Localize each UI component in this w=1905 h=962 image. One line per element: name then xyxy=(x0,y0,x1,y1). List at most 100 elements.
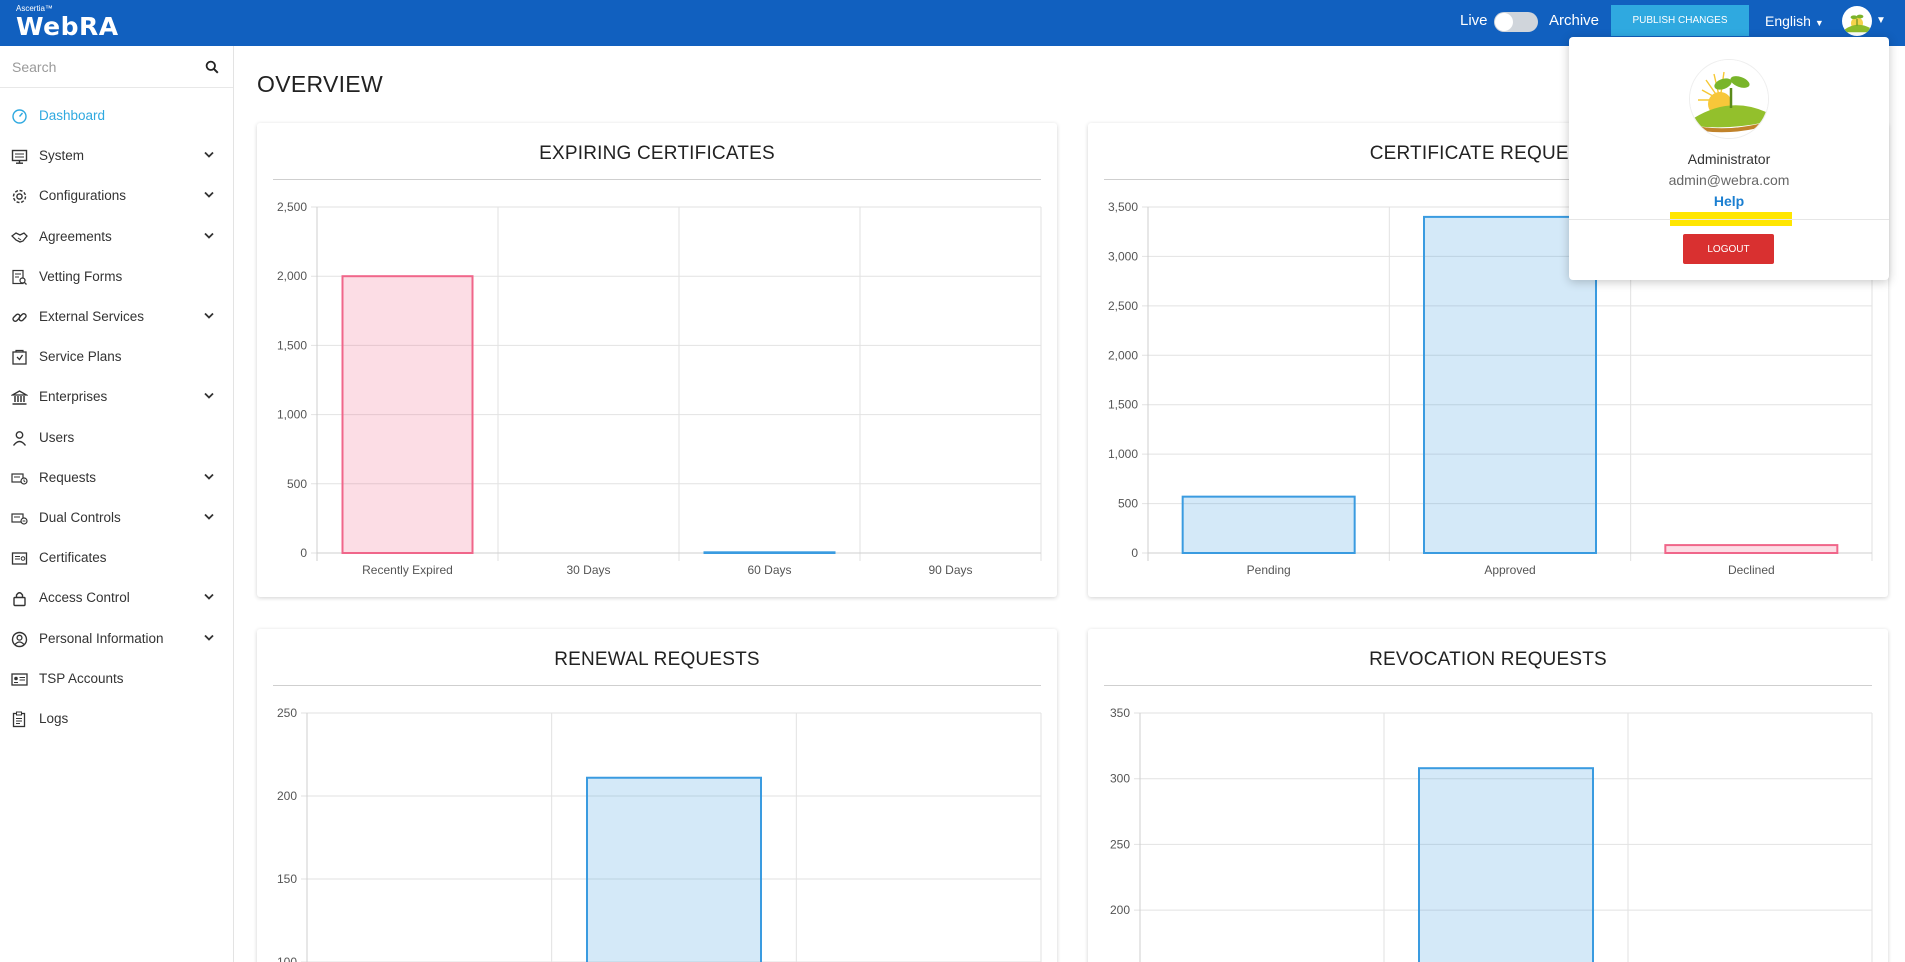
x-category-label: Approved xyxy=(1484,563,1535,577)
sidebar-item-label: Agreements xyxy=(39,228,112,244)
profile-avatar xyxy=(1689,59,1769,139)
revocation-requests-card: REVOCATION REQUESTS 150200250300350 xyxy=(1088,629,1888,962)
y-tick-label: 3,500 xyxy=(1108,200,1138,214)
bar-chart: 150200250300350 xyxy=(1110,706,1873,962)
sidebar-item-certificates[interactable]: Certificates xyxy=(0,540,233,576)
y-tick-label: 1,500 xyxy=(1108,398,1138,412)
y-tick-label: 0 xyxy=(1131,546,1138,560)
bar-approved[interactable] xyxy=(1423,215,1597,554)
sidebar-item-enterprises[interactable]: Enterprises xyxy=(0,379,233,415)
sidebar-item-label: TSP Accounts xyxy=(39,670,124,686)
chevron-down-icon[interactable] xyxy=(204,392,214,400)
sidebar-item-requests[interactable]: Requests xyxy=(0,460,233,496)
chevron-down-icon[interactable] xyxy=(204,513,214,521)
y-tick-label: 250 xyxy=(277,706,297,720)
renewal-requests-card: RENEWAL REQUESTS 100 150 200 250 xyxy=(257,629,1057,962)
profile-email: admin@webra.com xyxy=(1668,172,1790,188)
monitor-icon xyxy=(11,149,28,165)
live-archive-toggle[interactable] xyxy=(1494,12,1538,32)
bar-chart: 0 500 1,000 1,500 2,000 2,500 3,000 3,500 Pendin… xyxy=(1108,200,1873,577)
chevron-down-icon[interactable] xyxy=(204,473,214,481)
header-avatar[interactable] xyxy=(1842,6,1872,36)
sidebar-item-personal-information[interactable]: Personal Information xyxy=(0,621,233,657)
archive-mode-label: Archive xyxy=(1549,12,1600,29)
sidebar-item-service-plans[interactable]: Service Plans xyxy=(0,339,233,375)
bar-recently-expired[interactable] xyxy=(341,275,474,554)
user-icon xyxy=(12,430,27,446)
y-tick-label: 100 xyxy=(277,955,297,962)
language-selector[interactable]: English ▼ xyxy=(1765,13,1824,29)
log-clipboard-icon xyxy=(12,711,26,728)
y-tick-label: 200 xyxy=(1110,903,1130,917)
y-tick-label: 200 xyxy=(277,789,297,803)
sidebar-item-dashboard[interactable]: Dashboard xyxy=(0,98,233,134)
sidebar-search xyxy=(0,46,233,88)
lock-icon xyxy=(13,592,26,607)
bar-declined[interactable] xyxy=(1664,544,1839,555)
logo-vendor-text: Ascertia™ xyxy=(16,4,53,13)
sidebar-item-label: Certificates xyxy=(39,550,107,566)
sidebar-item-configurations[interactable]: Configurations xyxy=(0,178,233,214)
bar-item-1[interactable] xyxy=(1418,767,1594,962)
sidebar-item-label: Enterprises xyxy=(39,389,108,405)
bar-60-days[interactable] xyxy=(703,551,836,555)
page-title: OVERVIEW xyxy=(257,71,383,97)
y-tick-label: 350 xyxy=(1110,706,1130,720)
avatar-caret-icon[interactable]: ▼ xyxy=(1876,15,1886,26)
chevron-down-icon[interactable] xyxy=(204,312,214,320)
search-input[interactable] xyxy=(12,56,202,78)
y-tick-label: 2,000 xyxy=(277,269,307,283)
sidebar-item-tsp-accounts[interactable]: TSP Accounts xyxy=(0,661,233,697)
profile-divider xyxy=(1569,219,1889,220)
user-circle-icon xyxy=(11,631,28,647)
search-icon[interactable] xyxy=(205,60,219,74)
sidebar-item-access-control[interactable]: Access Control xyxy=(0,580,233,616)
y-tick-label: 500 xyxy=(1118,497,1138,511)
sidebar-item-label: Personal Information xyxy=(39,630,164,646)
help-link[interactable]: Help xyxy=(1713,193,1745,209)
bar-item-1[interactable] xyxy=(586,776,762,962)
certificate-card-icon xyxy=(11,552,28,565)
logout-button[interactable]: LOGOUT xyxy=(1683,234,1774,264)
x-category-label: 60 Days xyxy=(747,563,791,577)
chart-title: RENEWAL REQUESTS xyxy=(554,649,760,670)
sidebar-item-system[interactable]: System xyxy=(0,138,233,174)
y-tick-label: 1,000 xyxy=(1108,447,1138,461)
dual-control-icon xyxy=(11,513,28,525)
x-category-label: Pending xyxy=(1247,563,1291,577)
y-tick-label: 0 xyxy=(300,546,307,560)
live-mode-label: Live xyxy=(1460,12,1488,29)
chevron-down-icon[interactable] xyxy=(204,634,214,642)
chevron-down-icon[interactable] xyxy=(204,151,214,159)
x-category-label: Recently Expired xyxy=(362,563,453,577)
profile-name: Administrator xyxy=(1687,151,1771,167)
y-tick-label: 2,500 xyxy=(1108,299,1138,313)
logo-brand-text: WebRA xyxy=(16,12,119,41)
chart-title: REVOCATION REQUESTS xyxy=(1369,649,1607,670)
publish-changes-button[interactable]: PUBLISH CHANGES xyxy=(1611,5,1749,36)
caret-down-icon: ▼ xyxy=(1814,18,1824,28)
sidebar-item-label: System xyxy=(39,148,85,164)
sidebar-item-dual-controls[interactable]: Dual Controls xyxy=(0,500,233,536)
service-plan-icon xyxy=(12,350,27,365)
sidebar-item-label: Vetting Forms xyxy=(39,268,123,284)
webra-logo[interactable]: Ascertia™ WebRA xyxy=(16,4,119,40)
sidebar-item-users[interactable]: Users xyxy=(0,420,233,456)
bar-pending[interactable] xyxy=(1181,495,1356,554)
chart-title: CERTIFICATE REQUESTS xyxy=(1369,143,1607,164)
sidebar-item-vetting-forms[interactable]: Vetting Forms xyxy=(0,259,233,295)
y-tick-label: 1,000 xyxy=(277,408,307,422)
link-icon xyxy=(12,313,27,322)
language-label: English xyxy=(1765,13,1811,29)
sidebar-item-label: Logs xyxy=(39,711,69,726)
chevron-down-icon[interactable] xyxy=(204,593,214,601)
y-tick-label: 1,500 xyxy=(277,338,307,352)
sidebar-item-label: Dashboard xyxy=(39,108,106,123)
sidebar-item-label: Dual Controls xyxy=(39,510,121,525)
sidebar-item-external-services[interactable]: External Services xyxy=(0,299,233,335)
sidebar-item-logs[interactable]: Logs xyxy=(0,701,233,737)
sidebar-item-agreements[interactable]: Agreements xyxy=(0,219,233,255)
x-category-label: 90 Days xyxy=(928,563,972,577)
chevron-down-icon[interactable] xyxy=(204,191,214,199)
chevron-down-icon[interactable] xyxy=(204,232,214,240)
